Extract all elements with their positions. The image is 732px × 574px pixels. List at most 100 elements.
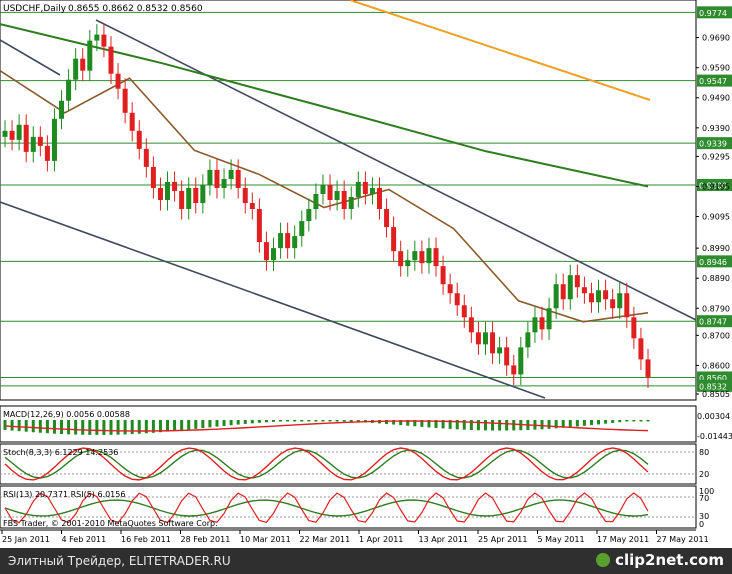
macd-bar	[646, 420, 650, 422]
candle-body	[334, 190, 340, 200]
price-tick-label: 0.9195	[702, 182, 730, 191]
candle-body	[320, 184, 326, 194]
price-panel	[0, 0, 697, 401]
macd-bar	[335, 420, 339, 422]
macd-bar	[257, 420, 261, 423]
macd-panel	[0, 405, 697, 443]
candle-body	[475, 332, 481, 345]
macd-bar	[74, 420, 78, 435]
macd-bar	[618, 420, 622, 423]
macd-bar	[512, 420, 516, 431]
candle-body	[376, 187, 382, 210]
macd-bar	[342, 420, 346, 422]
candle-body	[511, 365, 517, 375]
candle-body	[9, 130, 15, 140]
macd-signal-line	[4, 420, 649, 432]
macd-bar	[491, 420, 495, 431]
candle-body	[2, 130, 8, 137]
macd-bar	[462, 420, 466, 430]
candle-body	[532, 317, 538, 333]
price-level-tag	[697, 74, 732, 87]
macd-bar	[38, 420, 42, 433]
candle-body	[369, 187, 375, 194]
price-level-label: 0.9200	[699, 181, 727, 190]
candle-body	[80, 58, 86, 71]
candle-body	[384, 209, 390, 228]
macd-bar	[180, 420, 184, 431]
price-level-tag	[697, 6, 732, 19]
price-tick-label: 0.9690	[702, 34, 730, 43]
macd-bar	[236, 420, 240, 425]
candle-body	[51, 118, 57, 161]
rsi-panel	[0, 485, 697, 529]
candle-body	[482, 332, 488, 345]
price-tick-label: 0.8600	[702, 361, 730, 370]
candle-body	[490, 332, 496, 354]
ma-mid-line	[0, 70, 649, 323]
candle-body	[546, 308, 552, 330]
candle-body	[66, 79, 72, 101]
price-level-tag	[697, 315, 732, 328]
macd-bar	[286, 420, 290, 422]
candle-body	[560, 284, 566, 300]
macd-bar	[109, 420, 113, 435]
footer-bar: Элитный Трейдер, ELITETRADER.RU clip2net…	[0, 548, 732, 574]
time-tick-label: 25 Jan 2011	[2, 535, 50, 544]
candle-body	[186, 187, 192, 210]
macd-bar	[17, 420, 21, 432]
candle-body	[617, 293, 623, 309]
candle-body	[59, 100, 65, 119]
candle-body	[129, 112, 135, 131]
candle-body	[165, 181, 171, 200]
macd-bar	[639, 420, 643, 422]
candle-body	[348, 196, 354, 210]
stoch-tick-80: 80	[699, 448, 709, 457]
macd-bar	[575, 420, 579, 427]
macd-bar	[307, 420, 311, 422]
macd-bar	[589, 420, 593, 426]
candle-body	[313, 193, 319, 210]
candle-body	[497, 347, 503, 354]
candle-body	[624, 293, 630, 318]
copyright-label: FBS Trader, © 2001-2010 MetaQuotes Softw…	[3, 519, 218, 528]
candle-body	[362, 181, 368, 194]
candle-body	[553, 284, 559, 309]
candle-body	[588, 293, 594, 303]
candle-body	[603, 290, 609, 300]
trend-channels	[0, 0, 697, 399]
candles	[2, 24, 651, 388]
candle-body	[341, 190, 347, 210]
stoch-panel	[0, 443, 697, 485]
price-tick-label: 0.8990	[702, 244, 730, 253]
macd-bar	[264, 420, 268, 423]
macd-bar	[250, 420, 254, 424]
candle-body	[433, 248, 439, 267]
macd-bar	[10, 420, 14, 431]
macd-bar	[483, 420, 487, 431]
macd-bar	[604, 420, 608, 424]
time-tick-label: 13 Apr 2011	[419, 535, 468, 544]
macd-bar	[547, 420, 551, 429]
candle-body	[299, 221, 305, 237]
macd-bar	[229, 420, 233, 426]
macd-bar	[116, 420, 120, 435]
macd-bar	[632, 420, 636, 422]
candle-body	[306, 209, 312, 222]
time-tick-label: 1 Apr 2011	[359, 535, 403, 544]
candle-body	[235, 169, 241, 188]
macd-bar	[272, 420, 276, 422]
rsi-tick-30: 30	[699, 512, 709, 521]
price-tick-label: 0.8890	[702, 274, 730, 283]
macd-bar	[52, 420, 56, 434]
candle-body	[44, 145, 50, 161]
candle-body	[143, 148, 149, 167]
candle-body	[200, 184, 206, 204]
price-tick-label: 0.8700	[702, 331, 730, 340]
candle-body	[391, 227, 397, 252]
macd-bar	[582, 420, 586, 426]
candle-body	[454, 293, 460, 306]
candle-body	[242, 187, 248, 204]
candle-body	[94, 34, 100, 41]
macd-bar	[24, 420, 28, 432]
candle-body	[207, 169, 213, 185]
